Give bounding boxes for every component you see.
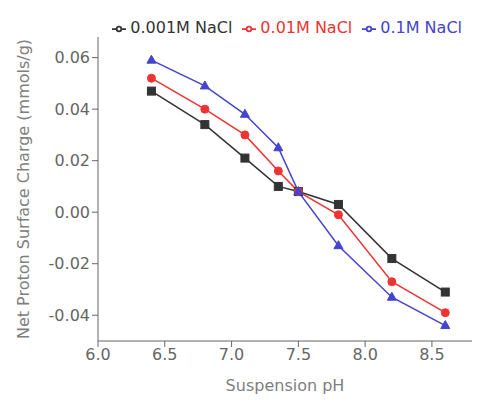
svg-text:Net Proton Surface Charge (mmo: Net Proton Surface Charge (mmols/g) <box>14 39 33 339</box>
html-text:0.1M NaCl: 0.1M NaCl <box>380 18 462 37</box>
svg-text:-0.04: -0.04 <box>49 306 90 325</box>
svg-text:0.04: 0.04 <box>54 100 90 119</box>
svg-text:Suspension pH: Suspension pH <box>226 376 345 395</box>
svg-text:8.5: 8.5 <box>419 345 444 364</box>
html-text:0.001M NaCl: 0.001M NaCl <box>130 18 233 37</box>
svg-text:8.0: 8.0 <box>352 345 377 364</box>
html-text:0.01M NaCl: 0.01M NaCl <box>260 18 353 37</box>
svg-text:7.0: 7.0 <box>219 345 244 364</box>
svg-text:7.5: 7.5 <box>286 345 311 364</box>
svg-text:-0.02: -0.02 <box>49 254 90 273</box>
svg-text:0.00: 0.00 <box>54 203 90 222</box>
svg-text:6.5: 6.5 <box>152 345 177 364</box>
svg-text:6.0: 6.0 <box>85 345 110 364</box>
svg-text:0.02: 0.02 <box>54 151 90 170</box>
svg-text:0.06: 0.06 <box>54 48 90 67</box>
